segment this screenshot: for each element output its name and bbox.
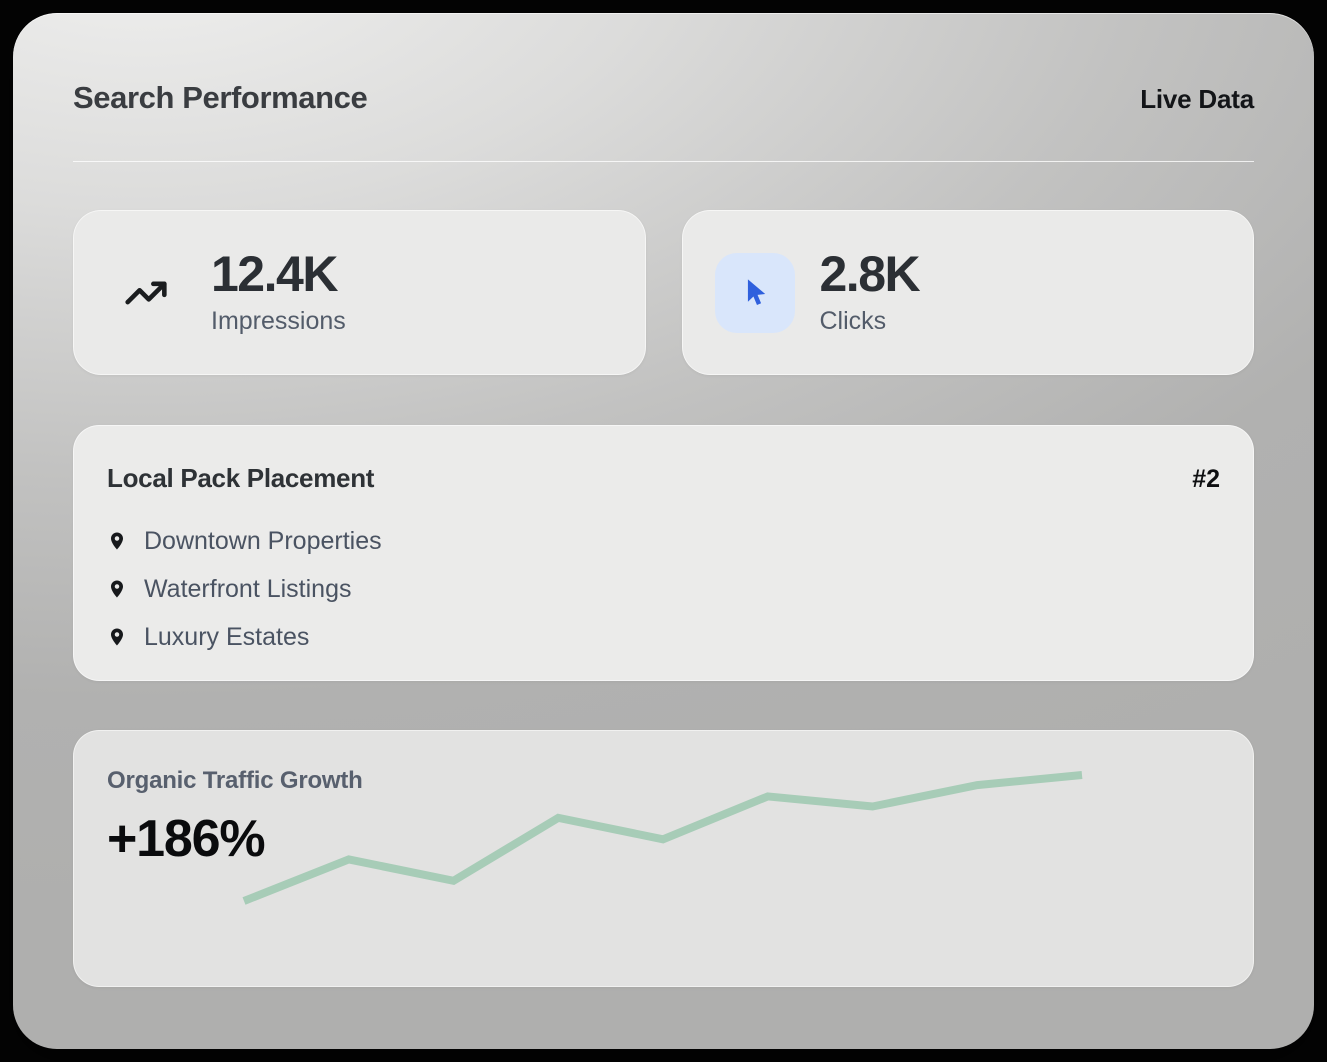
local-pack-rank-badge: #2 [1192,465,1220,494]
impressions-text: 12.4K Impressions [211,249,346,336]
clicks-text: 2.8K Clicks [819,246,921,336]
growth-line-chart [242,771,1083,905]
clicks-label: Clicks [819,307,887,336]
live-data-label: Live Data [1140,84,1254,114]
cursor-icon [714,252,795,333]
impressions-card: 12.4K Impressions [73,210,646,376]
map-pin-icon [111,628,123,646]
impressions-label: Impressions [211,307,346,336]
clicks-value: 2.8K [819,246,921,303]
local-pack-title: Local Pack Placement [107,463,375,494]
list-item: Waterfront Listings [107,565,1220,613]
list-item: Downtown Properties [107,517,1220,565]
list-item-label: Downtown Properties [144,526,382,555]
growth-line [242,771,1083,905]
header-divider [73,161,1254,163]
map-pin-icon [111,580,123,598]
search-performance-panel: Search Performance Live Data 12.4K Impre… [13,13,1314,1049]
local-pack-card: Local Pack Placement #2 Downtown Propert… [73,425,1254,682]
page-title: Search Performance [73,80,368,115]
local-pack-list: Downtown Properties Waterfront Listings … [107,517,1220,661]
local-pack-header: Local Pack Placement #2 [107,426,1220,494]
growth-value: +186% [107,810,266,869]
trending-up-icon [106,253,186,333]
organic-traffic-card: Organic Traffic Growth +186% [73,730,1254,988]
map-pin-icon [111,532,123,550]
panel-header: Search Performance Live Data [73,13,1254,115]
list-item-label: Luxury Estates [144,622,310,651]
stats-row: 12.4K Impressions 2.8K Clicks [73,210,1254,376]
growth-title: Organic Traffic Growth [107,767,363,795]
clicks-card: 2.8K Clicks [681,210,1254,376]
impressions-value: 12.4K [211,246,338,303]
list-item: Luxury Estates [107,613,1220,661]
list-item-label: Waterfront Listings [144,574,352,603]
